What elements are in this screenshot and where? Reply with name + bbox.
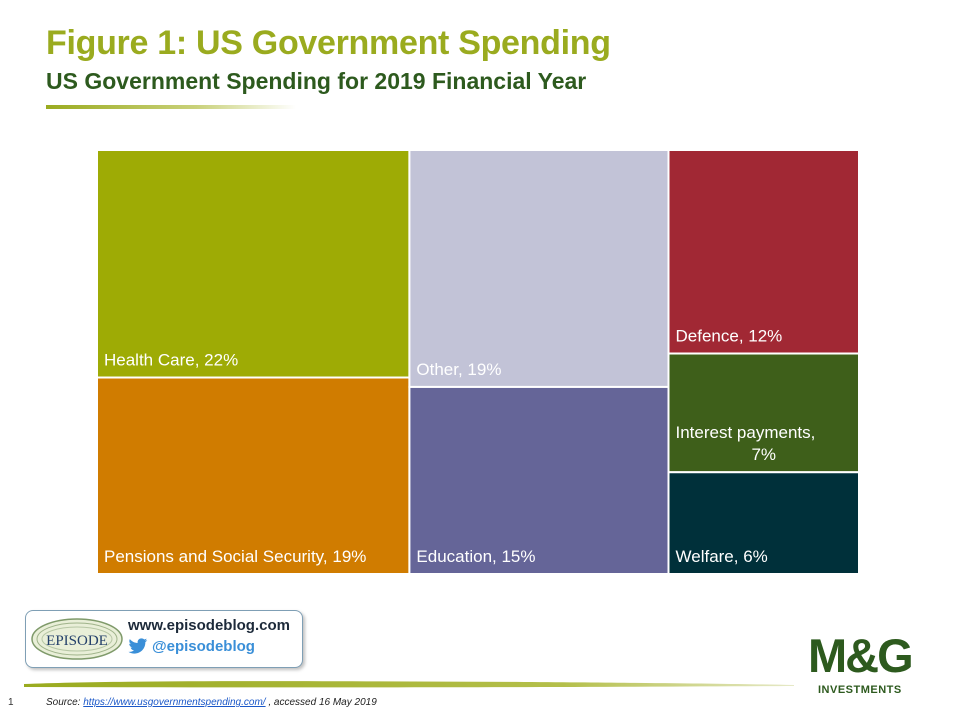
- title-underline: [46, 105, 296, 109]
- episode-logo: EPISODE: [31, 618, 123, 660]
- twitter-handle[interactable]: @episodeblog: [128, 638, 255, 655]
- tile-label-health-care: Health Care, 22%: [104, 351, 238, 370]
- tile-label-education: Education, 15%: [416, 547, 535, 566]
- slide-number: 1: [8, 697, 14, 708]
- source-prefix: Source:: [46, 697, 84, 708]
- source-note: Source: https://www.usgovernmentspending…: [46, 697, 377, 708]
- episode-branding-box: EPISODE www.episodeblog.com @episodeblog: [25, 610, 303, 668]
- tile-welfare: [667, 471, 860, 575]
- tile-other: [408, 149, 670, 388]
- twitter-handle-text: @episodeblog: [152, 638, 255, 655]
- mg-logo-subtext: INVESTMENTS: [818, 684, 902, 696]
- mg-logo-text: M&G: [808, 629, 914, 682]
- chart-title: Figure 1: US Government Spending: [46, 24, 611, 62]
- tile-defence: [667, 149, 860, 355]
- tile-interest-payments: [667, 352, 860, 474]
- tile-label-defence: Defence, 12%: [676, 327, 783, 346]
- tile-label-other: Other, 19%: [416, 360, 501, 379]
- source-suffix: , accessed 16 May 2019: [265, 697, 377, 708]
- source-link[interactable]: https://www.usgovernmentspending.com/: [83, 697, 266, 708]
- tile-label-welfare: Welfare, 6%: [676, 547, 768, 566]
- tile-label-pensions-and-social-security: Pensions and Social Security, 19%: [104, 547, 366, 566]
- blog-url-link[interactable]: www.episodeblog.com: [128, 617, 290, 634]
- twitter-icon: [128, 638, 148, 654]
- tile-label-interest-payments: Interest payments, 7%: [676, 423, 816, 464]
- footer-divider: [24, 681, 794, 688]
- tile-pensions-and-social-security: [96, 376, 411, 576]
- episode-logo-text: EPISODE: [46, 633, 108, 649]
- chart-subtitle: US Government Spending for 2019 Financia…: [46, 68, 587, 94]
- mg-investments-logo: M&G INVESTMENTS: [808, 629, 932, 700]
- tile-health-care: [96, 149, 411, 379]
- tile-education: [408, 385, 670, 575]
